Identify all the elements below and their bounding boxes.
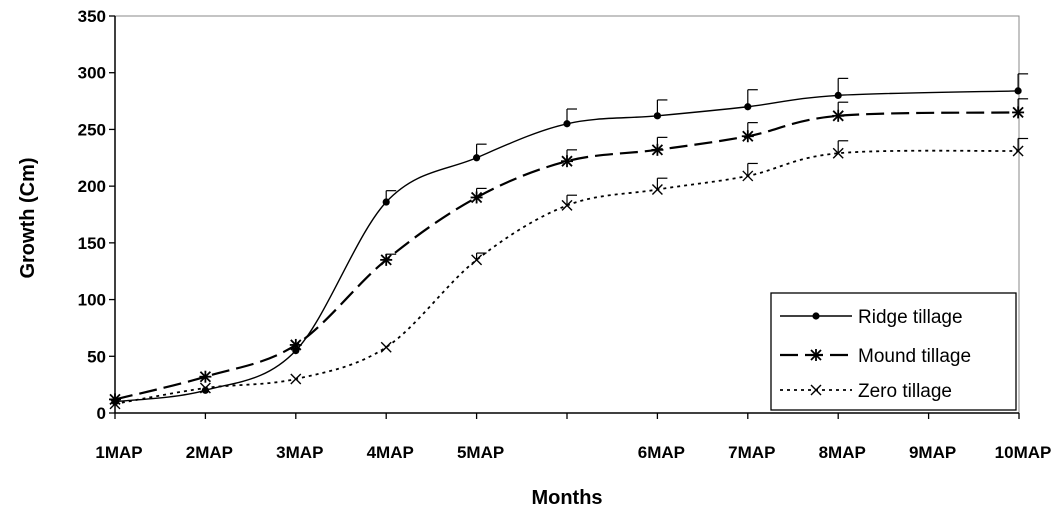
- data-point-x: [651, 184, 663, 196]
- data-point-x: [810, 384, 822, 396]
- x-tick-label: 3MAP: [276, 443, 323, 462]
- error-bar: [476, 252, 487, 260]
- data-point-dot: [563, 120, 571, 128]
- y-axis-title: Growth (Cm): [17, 157, 39, 278]
- series-layer: [109, 73, 1029, 410]
- data-point-x: [290, 373, 302, 385]
- data-point-x: [1012, 145, 1024, 157]
- legend-label: Mound tillage: [858, 346, 971, 367]
- x-tick-label: 5MAP: [457, 443, 504, 462]
- x-tick-label: 1MAP: [95, 443, 142, 462]
- axes: [109, 15, 1020, 419]
- data-point-star: [1012, 106, 1025, 119]
- data-point-dot: [1014, 87, 1022, 95]
- x-tick-label: 4MAP: [367, 443, 414, 462]
- legend: Ridge tillage Mound tillage Zero tillage: [770, 292, 1017, 411]
- data-point-x: [109, 398, 121, 410]
- x-tick-label: 8MAP: [819, 443, 866, 462]
- data-point-x: [199, 382, 211, 394]
- data-point-dot: [744, 103, 752, 111]
- series-line: [114, 90, 1019, 403]
- data-point-x: [832, 147, 844, 159]
- x-tick-label: 7MAP: [728, 443, 775, 462]
- data-point-star: [289, 338, 302, 351]
- data-point-dot: [653, 112, 662, 120]
- error-bar: [1017, 137, 1029, 151]
- y-tick-labels: 0 50 100 150 200 250 300 350: [78, 7, 106, 423]
- error-bar: [837, 140, 849, 154]
- data-point-dot: [473, 154, 481, 162]
- x-tick-label: 2MAP: [186, 443, 233, 462]
- data-point-dot: [812, 312, 820, 320]
- y-tick-label: 350: [78, 7, 106, 26]
- series-line: [114, 149, 1019, 405]
- y-tick-label: 300: [78, 64, 106, 83]
- data-point-x: [380, 341, 392, 353]
- data-point-star: [651, 143, 664, 156]
- data-point-star: [832, 109, 845, 122]
- data-point-star: [561, 155, 573, 168]
- x-tick-label: 10MAP: [995, 443, 1052, 462]
- legend-label: Zero tillage: [858, 381, 952, 402]
- data-point-x: [471, 254, 483, 266]
- legend-label: Ridge tillage: [858, 307, 963, 328]
- data-point-dot: [834, 91, 842, 99]
- y-tick-label: 50: [87, 347, 106, 366]
- series-line: [114, 111, 1019, 401]
- data-point-x: [561, 199, 573, 211]
- x-axis-title: Months: [531, 487, 602, 509]
- x-tick-label: 9MAP: [909, 443, 956, 462]
- error-bar: [747, 162, 758, 176]
- x-tick-labels: 1MAP 2MAP 3MAP 4MAP 5MAP 6MAP 7MAP 8MAP 9MAP 10MA…: [95, 443, 1051, 462]
- data-point-star: [741, 130, 754, 143]
- data-point-x: [742, 170, 754, 182]
- y-tick-label: 100: [78, 291, 106, 310]
- data-point-star: [810, 349, 822, 361]
- x-tick-label: 6MAP: [638, 443, 685, 462]
- y-tick-label: 150: [78, 234, 106, 253]
- data-point-star: [199, 370, 212, 383]
- error-bar: [656, 177, 668, 190]
- y-tick-label: 200: [78, 177, 106, 196]
- y-tick-label: 250: [78, 120, 106, 139]
- series-zero-tillage: [109, 137, 1029, 410]
- error-bar: [566, 194, 577, 206]
- data-point-star: [470, 191, 483, 204]
- y-tick-label: 0: [97, 404, 106, 423]
- data-point-star: [380, 253, 393, 266]
- data-point-dot: [382, 198, 390, 206]
